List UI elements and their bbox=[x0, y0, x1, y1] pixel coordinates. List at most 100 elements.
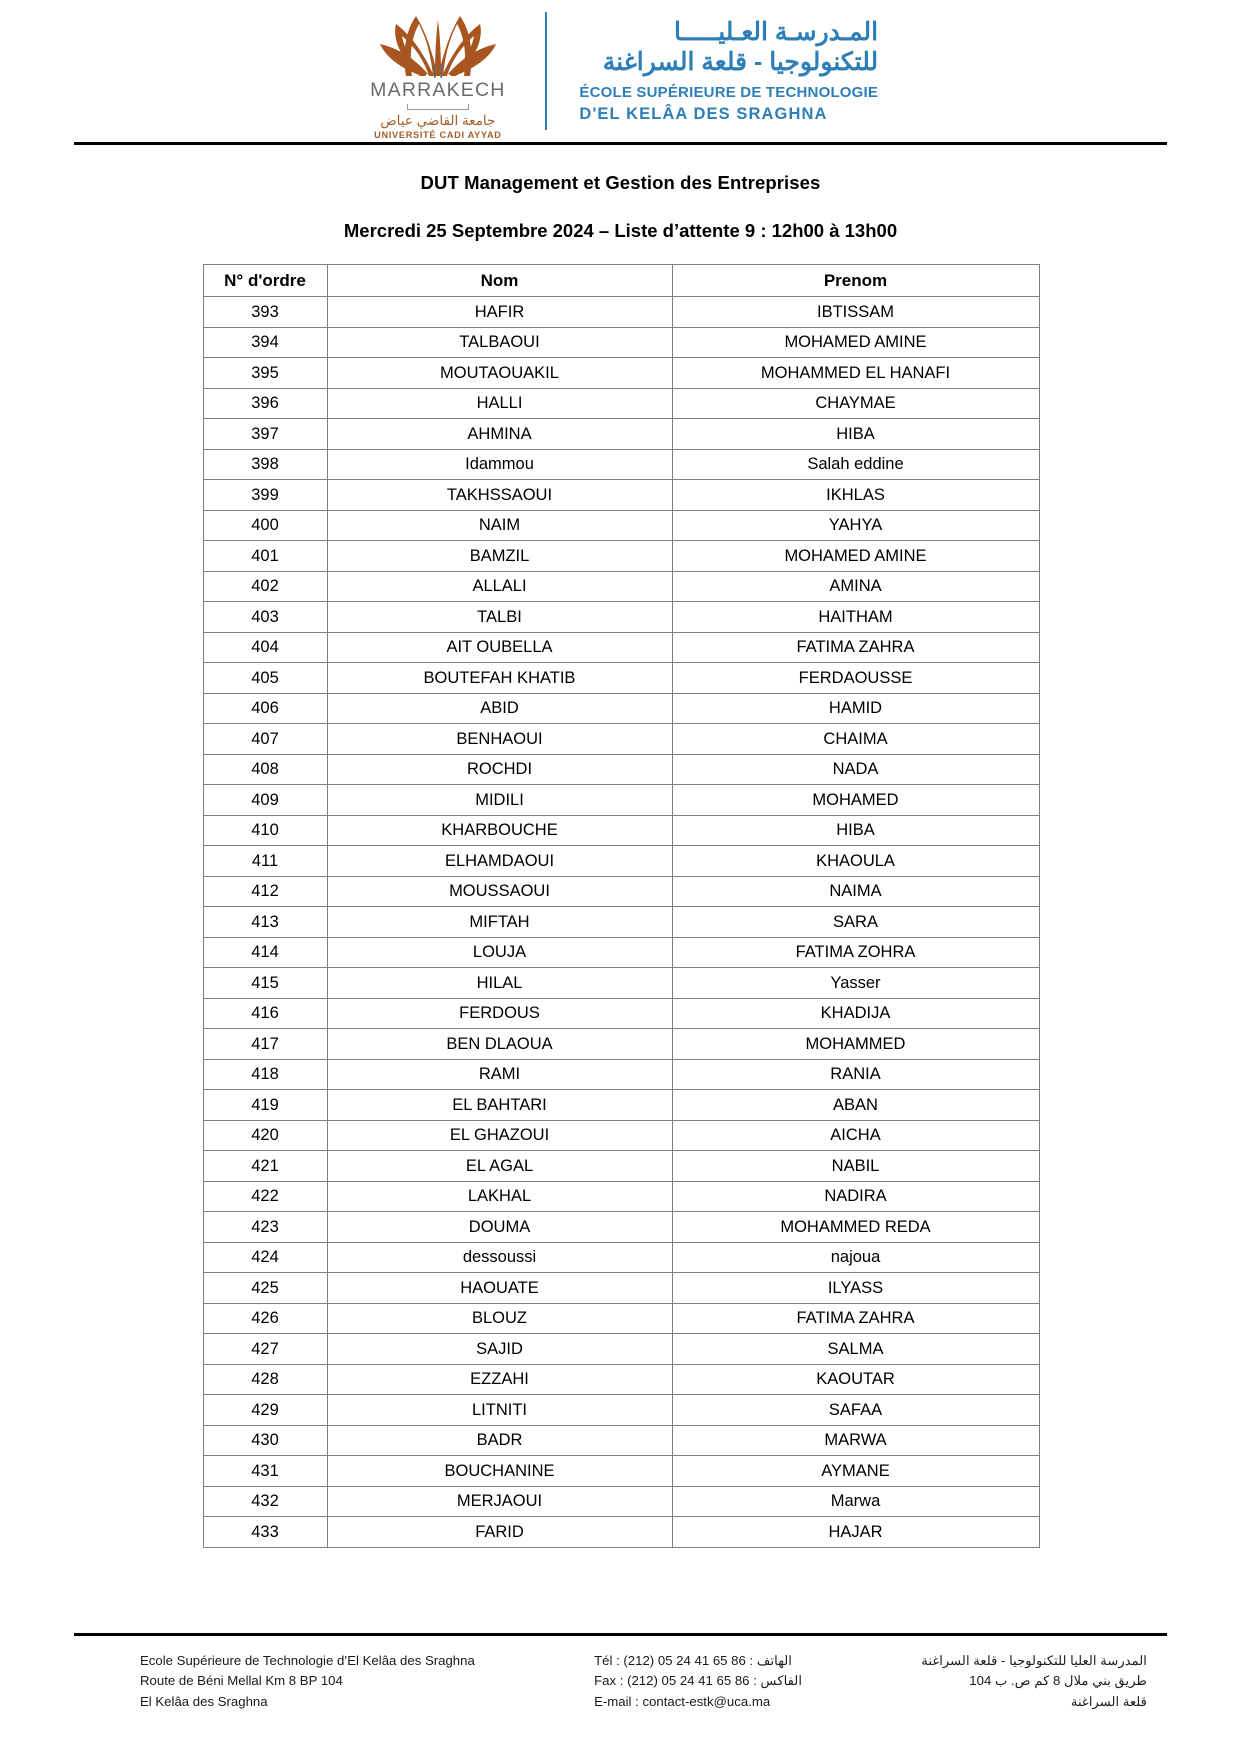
table-row: 424 dessoussi najoua bbox=[202, 1241, 1040, 1273]
cell-prenom: SARA bbox=[671, 906, 1040, 938]
cell-nom: ROCHDI bbox=[326, 753, 673, 785]
cell-ordre: 401 bbox=[202, 540, 328, 572]
cell-ordre: 395 bbox=[202, 357, 328, 389]
cell-prenom: RANIA bbox=[671, 1058, 1040, 1090]
school-name-block: المـدرسـة العـليـــــا للتكنولوجيا - قلع… bbox=[579, 6, 878, 136]
cell-nom: MOUTAOUAKIL bbox=[326, 357, 673, 389]
cell-prenom: MOHAMED AMINE bbox=[671, 540, 1040, 572]
candidates-table: N° d'ordre Nom Prenom 393 HAFIR IBTISSAM 39… bbox=[202, 264, 1040, 1548]
footer-fax-arabic-label: الفاكس : bbox=[753, 1673, 802, 1689]
cell-prenom: FERDAOUSSE bbox=[671, 662, 1040, 694]
cell-nom: EL AGAL bbox=[326, 1150, 673, 1182]
cell-ordre: 407 bbox=[202, 723, 328, 755]
cell-ordre: 402 bbox=[202, 570, 328, 602]
header-rule bbox=[74, 142, 1167, 145]
logo-wordmark: MARRAKECH bbox=[370, 79, 506, 101]
cell-prenom: najoua bbox=[671, 1241, 1040, 1273]
table-row: 398 Idammou Salah eddine bbox=[202, 448, 1040, 480]
cell-nom: ABID bbox=[326, 692, 673, 724]
cell-nom: TALBAOUI bbox=[326, 326, 673, 358]
cell-prenom: MOHAMMED EL HANAFI bbox=[671, 357, 1040, 389]
column-header-ordre: N° d'ordre bbox=[202, 264, 328, 297]
cell-nom: TAKHSSAOUI bbox=[326, 479, 673, 511]
footer-email[interactable]: E-mail : contact-estk@uca.ma bbox=[594, 1693, 771, 1709]
footer-address: Ecole Supérieure de Technologie d’El Kel… bbox=[140, 1651, 475, 1712]
cell-ordre: 412 bbox=[202, 875, 328, 907]
cell-nom: HALLI bbox=[326, 387, 673, 419]
footer-address-arabic: المدرسة العليا للتكنولوجيا - قلعة السراغ… bbox=[921, 1651, 1147, 1712]
table-row: 427 SAJID SALMA bbox=[202, 1333, 1040, 1365]
table-row: 430 BADR MARWA bbox=[202, 1424, 1040, 1456]
page-footer: Ecole Supérieure de Technologie d’El Kel… bbox=[74, 1641, 1167, 1733]
cell-ordre: 397 bbox=[202, 418, 328, 450]
table-row: 395 MOUTAOUAKIL MOHAMMED EL HANAFI bbox=[202, 357, 1040, 389]
table-row: 406 ABID HAMID bbox=[202, 692, 1040, 724]
cell-prenom: MOHAMED bbox=[671, 784, 1040, 816]
cell-nom: RAMI bbox=[326, 1058, 673, 1090]
cell-nom: MERJAOUI bbox=[326, 1485, 673, 1517]
cell-prenom: YAHYA bbox=[671, 509, 1040, 541]
school-name-arabic-line2: للتكنولوجيا - قلعة السراغنة bbox=[602, 47, 879, 76]
cell-prenom: KHADIJA bbox=[671, 997, 1040, 1029]
cell-ordre: 426 bbox=[202, 1302, 328, 1334]
institution-logo-block: MARRAKECH جامعة القاضي عياض UNIVERSITÉ C… bbox=[363, 2, 878, 140]
cell-nom: EL GHAZOUI bbox=[326, 1119, 673, 1151]
cell-ordre: 410 bbox=[202, 814, 328, 846]
cell-nom: dessoussi bbox=[326, 1241, 673, 1273]
school-name-french-line1: ÉCOLE SUPÉRIEURE DE TECHNOLOGIE bbox=[579, 84, 879, 101]
cell-ordre: 420 bbox=[202, 1119, 328, 1151]
cell-nom: LAKHAL bbox=[326, 1180, 673, 1212]
page-subtitle: Mercredi 25 Septembre 2024 – Liste d’att… bbox=[343, 220, 898, 241]
footer-contact: Tél : (212) 05 24 41 65 86 الهاتف : Fax … bbox=[594, 1651, 802, 1712]
table-row: 431 BOUCHANINE AYMANE bbox=[202, 1455, 1040, 1487]
cell-ordre: 424 bbox=[202, 1241, 328, 1273]
cell-nom: MOUSSAOUI bbox=[326, 875, 673, 907]
table-row: 412 MOUSSAOUI NAIMA bbox=[202, 875, 1040, 907]
table-row: 399 TAKHSSAOUI IKHLAS bbox=[202, 479, 1040, 511]
cell-ordre: 413 bbox=[202, 906, 328, 938]
cell-prenom: NADA bbox=[671, 753, 1040, 785]
cell-ordre: 421 bbox=[202, 1150, 328, 1182]
cell-ordre: 405 bbox=[202, 662, 328, 694]
cell-prenom: MARWA bbox=[671, 1424, 1040, 1456]
table-row: 429 LITNITI SAFAA bbox=[202, 1394, 1040, 1426]
footer-address-line2: Route de Béni Mellal Km 8 BP 104 bbox=[140, 1673, 343, 1689]
cell-nom: TALBI bbox=[326, 601, 673, 633]
column-header-prenom: Prenom bbox=[671, 264, 1040, 297]
table-row: 402 ALLALI AMINA bbox=[202, 570, 1040, 602]
cell-prenom: CHAYMAE bbox=[671, 387, 1040, 419]
cell-ordre: 400 bbox=[202, 509, 328, 541]
footer-arabic-line3: قلعة السراغنة bbox=[1070, 1693, 1147, 1709]
cell-nom: BENHAOUI bbox=[326, 723, 673, 755]
cell-ordre: 418 bbox=[202, 1058, 328, 1090]
table-row: 410 KHARBOUCHE HIBA bbox=[202, 814, 1040, 846]
cell-ordre: 394 bbox=[202, 326, 328, 358]
cell-ordre: 433 bbox=[202, 1516, 328, 1548]
table-row: 416 FERDOUS KHADIJA bbox=[202, 997, 1040, 1029]
table-row: 409 MIDILI MOHAMED bbox=[202, 784, 1040, 816]
cell-nom: NAIM bbox=[326, 509, 673, 541]
table-row: 393 HAFIR IBTISSAM bbox=[202, 296, 1040, 328]
page-header: MARRAKECH جامعة القاضي عياض UNIVERSITÉ C… bbox=[0, 0, 1241, 142]
table-row: 418 RAMI RANIA bbox=[202, 1058, 1040, 1090]
palm-tree-icon bbox=[372, 6, 504, 78]
cell-prenom: ABAN bbox=[671, 1089, 1040, 1121]
cell-ordre: 419 bbox=[202, 1089, 328, 1121]
cell-ordre: 431 bbox=[202, 1455, 328, 1487]
table-row: 417 BEN DLAOUA MOHAMMED bbox=[202, 1028, 1040, 1060]
cell-ordre: 425 bbox=[202, 1272, 328, 1304]
cell-nom: LOUJA bbox=[326, 936, 673, 968]
cell-nom: ELHAMDAOUI bbox=[326, 845, 673, 877]
cell-prenom: IKHLAS bbox=[671, 479, 1040, 511]
cell-prenom: AMINA bbox=[671, 570, 1040, 602]
cell-prenom: Marwa bbox=[671, 1485, 1040, 1517]
cell-prenom: HAITHAM bbox=[671, 601, 1040, 633]
table-row: 396 HALLI CHAYMAE bbox=[202, 387, 1040, 419]
cell-prenom: FATIMA ZAHRA bbox=[671, 1302, 1040, 1334]
column-header-nom: Nom bbox=[326, 264, 673, 297]
table-row: 407 BENHAOUI CHAIMA bbox=[202, 723, 1040, 755]
cell-prenom: KHAOULA bbox=[671, 845, 1040, 877]
footer-email-row[interactable]: E-mail : contact-estk@uca.ma bbox=[594, 1692, 802, 1712]
cell-nom: EL BAHTARI bbox=[326, 1089, 673, 1121]
cell-nom: BOUTEFAH KHATIB bbox=[326, 662, 673, 694]
